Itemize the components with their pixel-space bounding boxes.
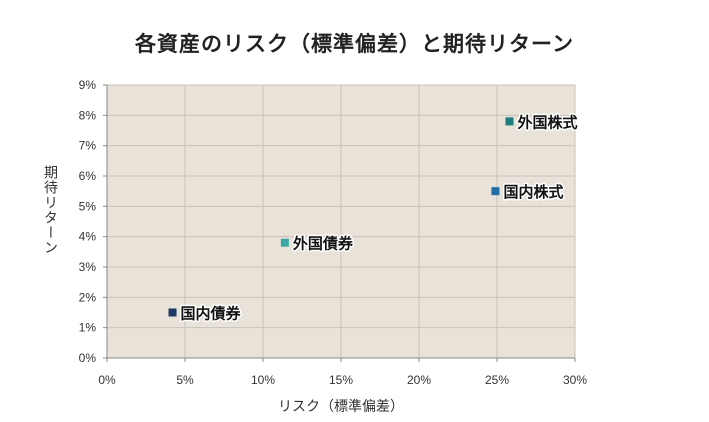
y-tick-label: 2% — [79, 290, 97, 304]
y-tick-label: 3% — [79, 260, 97, 274]
data-point — [168, 308, 177, 317]
y-tick-label: 6% — [79, 169, 97, 183]
data-label: 国内株式 — [503, 183, 563, 201]
x-tick-label: 10% — [251, 373, 275, 387]
x-tick-label: 5% — [176, 373, 194, 387]
y-tick-label: 5% — [79, 199, 97, 213]
x-tick-label: 0% — [98, 373, 116, 387]
x-axis-label: リスク（標準偏差） — [278, 399, 404, 415]
chart-title: 各資産のリスク（標準偏差）と期待リターン — [135, 32, 574, 56]
data-point — [280, 238, 289, 247]
x-tick-label: 15% — [329, 373, 353, 387]
data-point — [491, 187, 500, 196]
y-axis-label: 期待リターン — [42, 165, 58, 255]
y-tick-label: 9% — [79, 78, 97, 92]
y-tick-label: 0% — [79, 351, 97, 365]
y-tick-label: 1% — [79, 321, 97, 335]
y-tick-label: 4% — [79, 230, 97, 244]
data-label: 外国債券 — [292, 235, 354, 253]
x-tick-label: 20% — [407, 373, 431, 387]
data-label: 外国株式 — [516, 113, 577, 131]
x-tick-label: 25% — [485, 373, 509, 387]
data-label: 国内債券 — [181, 305, 242, 323]
x-tick-label: 30% — [563, 373, 587, 387]
data-point — [505, 117, 514, 126]
y-tick-label: 8% — [79, 108, 97, 122]
y-tick-label: 7% — [79, 139, 97, 153]
